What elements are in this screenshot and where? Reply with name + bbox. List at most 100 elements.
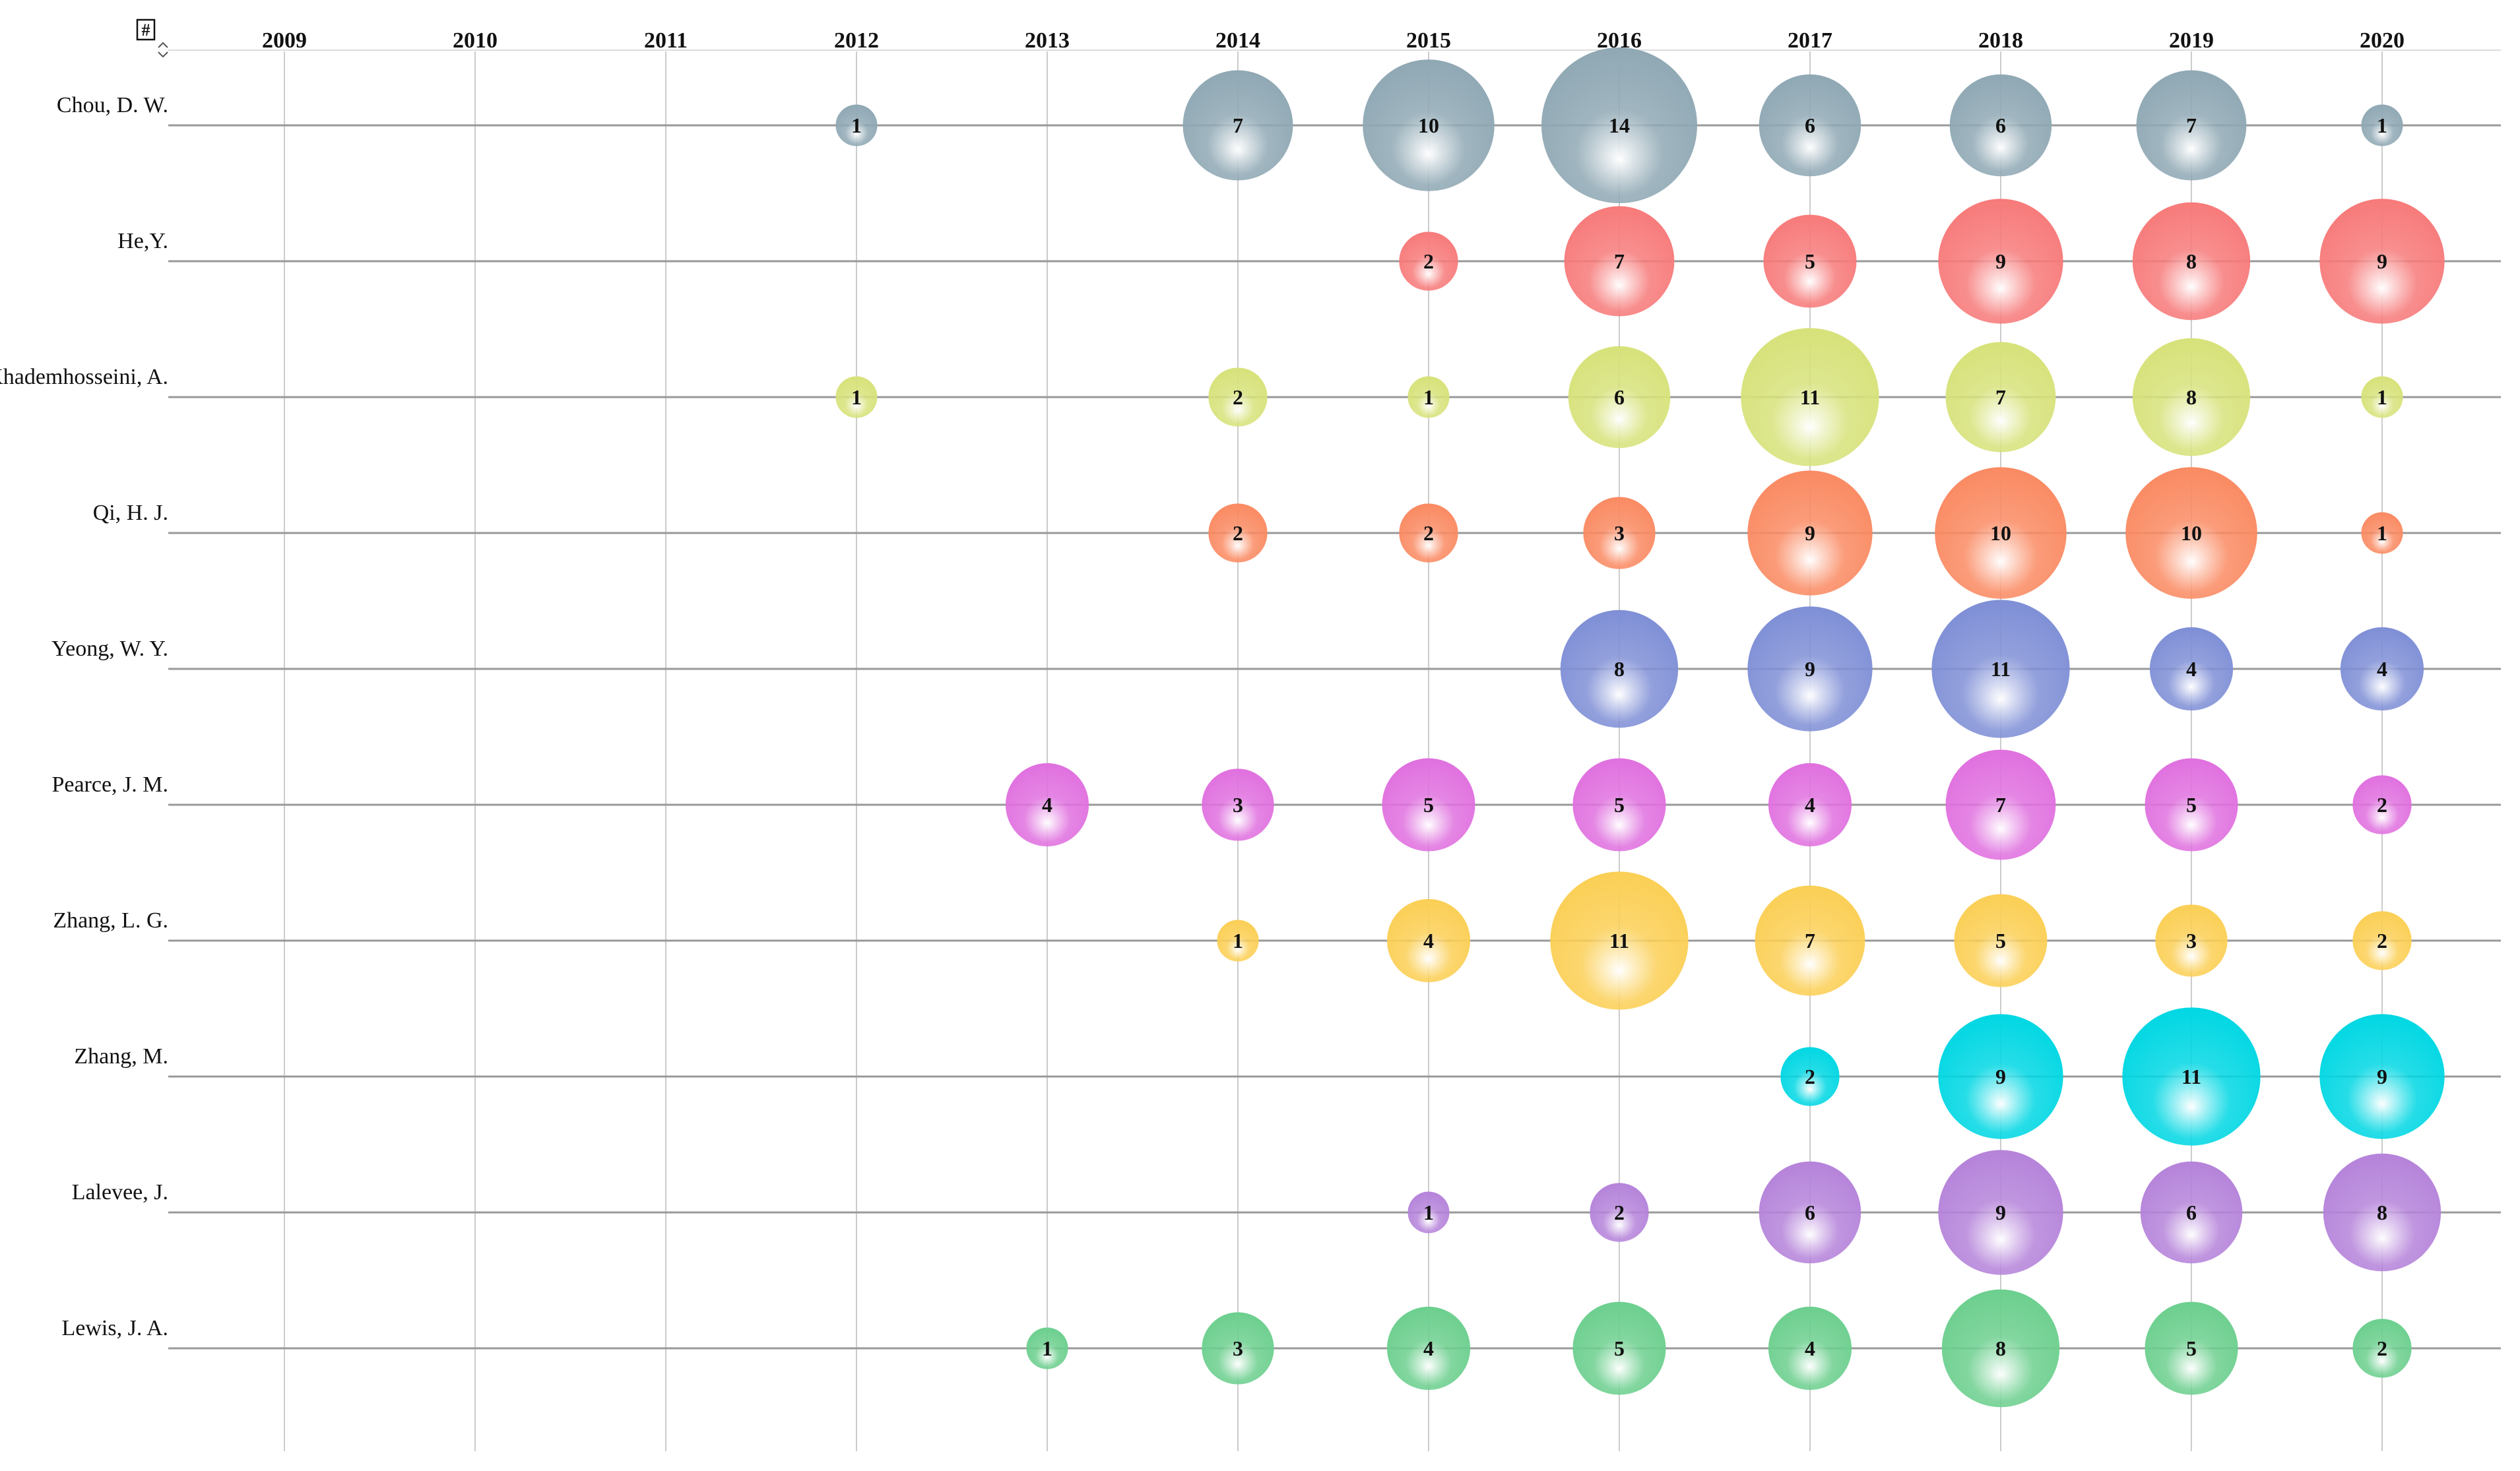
bubble[interactable]: 2 <box>1590 1183 1649 1242</box>
bubble[interactable]: 1 <box>835 376 878 418</box>
bubble[interactable]: 8 <box>1941 1289 2060 1408</box>
bubble[interactable]: 8 <box>2323 1153 2441 1272</box>
bubble[interactable]: 8 <box>2132 338 2251 456</box>
bubble[interactable]: 9 <box>2319 199 2445 324</box>
bubble-circle[interactable] <box>1386 1306 1471 1391</box>
bubble-circle[interactable] <box>1583 497 1656 569</box>
bubble-circle[interactable] <box>1382 758 1475 852</box>
bubble-circle[interactable] <box>1208 367 1268 427</box>
bubble[interactable]: 2 <box>2352 1319 2412 1378</box>
bubble[interactable]: 10 <box>1935 467 2067 599</box>
author-label[interactable]: Pearce, J. M. <box>51 772 168 797</box>
bubble[interactable]: 5 <box>1382 758 1475 852</box>
bubble-circle[interactable] <box>1550 871 1689 1010</box>
bubble-circle[interactable] <box>2319 1014 2445 1139</box>
bubble-circle[interactable] <box>2352 911 2412 970</box>
author-label[interactable]: Chou, D. W. <box>57 93 168 117</box>
bubble-circle[interactable] <box>1386 898 1471 983</box>
bubble-circle[interactable] <box>2145 1301 2238 1395</box>
bubble[interactable]: 2 <box>1780 1047 1840 1106</box>
bubble-circle[interactable] <box>1755 885 1865 996</box>
bubble-circle[interactable] <box>2361 104 2403 146</box>
bubble-circle[interactable] <box>2352 775 2412 834</box>
author-label[interactable]: Zhang, M. <box>74 1044 168 1069</box>
author-label[interactable]: Lewis, J. A. <box>62 1316 169 1340</box>
bubble[interactable]: 10 <box>2125 467 2257 599</box>
bubble-circle[interactable] <box>1182 70 1293 181</box>
bubble-circle[interactable] <box>1560 610 1679 728</box>
bubble[interactable]: 4 <box>2340 627 2424 711</box>
bubble[interactable]: 4 <box>1386 898 1471 983</box>
bubble-circle[interactable] <box>1572 1301 1666 1395</box>
bubble-circle[interactable] <box>1407 1191 1450 1234</box>
bubble[interactable]: 1 <box>2361 376 2403 418</box>
bubble-circle[interactable] <box>2323 1153 2441 1272</box>
author-label[interactable]: He,Y. <box>117 229 168 253</box>
bubble[interactable]: 2 <box>1208 503 1268 563</box>
bubble[interactable]: 4 <box>1768 1306 1852 1391</box>
bubble[interactable]: 3 <box>1202 1312 1274 1385</box>
bubble[interactable]: 6 <box>1568 346 1671 449</box>
bubble-circle[interactable] <box>2122 1007 2261 1146</box>
bubble-circle[interactable] <box>1202 768 1274 841</box>
bubble-circle[interactable] <box>2319 199 2445 324</box>
author-label[interactable]: Zhang, L. G. <box>53 908 168 933</box>
bubble-circle[interactable] <box>1399 232 1458 291</box>
author-label[interactable]: Yeong, W. Y. <box>51 637 168 661</box>
bubble-circle[interactable] <box>1945 342 2056 453</box>
bubble-circle[interactable] <box>1202 1312 1274 1385</box>
bubble[interactable]: 9 <box>2319 1014 2445 1139</box>
bubble-circle[interactable] <box>2136 70 2247 181</box>
bubble-circle[interactable] <box>1407 376 1450 418</box>
bubble[interactable]: 1 <box>1026 1327 1068 1369</box>
bubble[interactable]: 9 <box>1938 1150 2063 1275</box>
sort-hash-icon[interactable] <box>136 18 156 41</box>
bubble-circle[interactable] <box>2140 1161 2243 1264</box>
bubble-circle[interactable] <box>835 104 878 146</box>
bubble-circle[interactable] <box>2145 758 2238 852</box>
bubble[interactable]: 11 <box>1550 871 1689 1010</box>
bubble-circle[interactable] <box>1208 503 1268 563</box>
bubble[interactable]: 7 <box>1755 885 1865 996</box>
bubble[interactable]: 1 <box>1407 1191 1450 1234</box>
bubble-circle[interactable] <box>1763 214 1857 308</box>
bubble-circle[interactable] <box>1954 894 2048 987</box>
bubble-circle[interactable] <box>2361 512 2403 554</box>
bubble-circle[interactable] <box>2125 467 2257 599</box>
bubble[interactable]: 1 <box>2361 512 2403 554</box>
bubble-circle[interactable] <box>1747 606 1873 732</box>
bubble[interactable]: 2 <box>1208 367 1268 427</box>
bubble[interactable]: 1 <box>1407 376 1450 418</box>
bubble[interactable]: 7 <box>1182 70 1293 181</box>
bubble-circle[interactable] <box>1363 59 1495 191</box>
bubble-circle[interactable] <box>1399 503 1458 563</box>
bubble[interactable]: 5 <box>2145 758 2238 852</box>
bubble-circle[interactable] <box>1026 1327 1068 1369</box>
bubble[interactable]: 5 <box>1572 758 1666 852</box>
bubble[interactable]: 2 <box>1399 232 1458 291</box>
bubble-circle[interactable] <box>1541 47 1697 203</box>
bubble-circle[interactable] <box>1590 1183 1649 1242</box>
bubble[interactable]: 9 <box>1747 606 1873 732</box>
bubble[interactable]: 7 <box>1564 206 1675 317</box>
bubble[interactable]: 1 <box>835 104 878 146</box>
bubble-circle[interactable] <box>1217 920 1259 962</box>
bubble[interactable]: 3 <box>1583 497 1656 569</box>
bubble[interactable]: 7 <box>1945 342 2056 453</box>
bubble-circle[interactable] <box>1945 749 2056 860</box>
bubble[interactable]: 4 <box>1768 763 1852 847</box>
bubble[interactable]: 9 <box>1938 1014 2063 1139</box>
bubble-circle[interactable] <box>1759 74 1861 177</box>
bubble-circle[interactable] <box>1768 1306 1852 1391</box>
sort-control[interactable]: # <box>136 18 168 58</box>
bubble-circle[interactable] <box>2132 338 2251 456</box>
bubble[interactable]: 5 <box>1763 214 1857 308</box>
bubble-circle[interactable] <box>2340 627 2424 711</box>
author-label[interactable]: Lalevee, J. <box>72 1180 168 1205</box>
bubble[interactable]: 4 <box>2149 627 2234 711</box>
bubble[interactable]: 1 <box>1217 920 1259 962</box>
bubble-circle[interactable] <box>1768 763 1852 847</box>
bubble[interactable]: 9 <box>1747 470 1873 596</box>
bubble[interactable]: 11 <box>2122 1007 2261 1146</box>
bubble[interactable]: 10 <box>1363 59 1495 191</box>
